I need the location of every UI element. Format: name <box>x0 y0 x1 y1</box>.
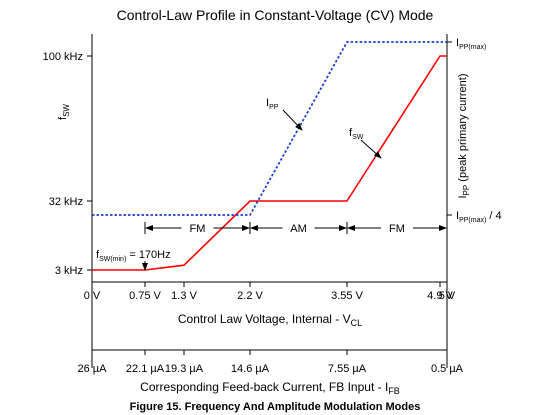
x2-tick-label: 0.5 µA <box>431 363 464 375</box>
x-axis-label: Control Law Voltage, Internal - VCL <box>178 312 362 328</box>
series-f-sw-line <box>92 55 447 271</box>
x-tick-label: 2.2 V <box>237 290 263 302</box>
y-tick-label: 3 kHz <box>55 265 83 277</box>
x-tick-label: 4.9 V <box>427 290 453 302</box>
region-label-fm-0: FM <box>190 223 206 235</box>
x-tick-label: 5 V <box>439 290 456 302</box>
fsw-callout-arrow <box>360 139 382 159</box>
figure-caption: Figure 15. Frequency And Amplitude Modul… <box>130 401 421 413</box>
y-tick-label: 100 kHz <box>43 51 83 63</box>
chart-title: Control-Law Profile in Constant-Voltage … <box>117 7 434 23</box>
y-tick-label: 32 kHz <box>49 196 83 208</box>
x-tick-label: 0.75 V <box>129 290 161 302</box>
right-axis-label: IPP (peak primary current) <box>457 74 471 199</box>
x2-axis-label: Corresponding Feed-back Current, FB Inpu… <box>140 380 400 396</box>
region-label-fm-2: FM <box>389 223 405 235</box>
y2-tick-label: IPP(max) / 4 <box>456 210 502 224</box>
x-tick-label: 0 V <box>84 290 101 302</box>
y-axis-label: fSW <box>57 104 71 120</box>
x2-tick-label: 19.3 µA <box>165 363 204 375</box>
x2-tick-label: 7.55 µA <box>328 363 367 375</box>
series-fsw-label: fSW <box>349 127 364 141</box>
x2-tick-label: 14.6 µA <box>231 363 270 375</box>
x2-tick-label: 26 µA <box>78 363 108 375</box>
y2-tick-label: IPP(max) <box>456 37 486 51</box>
x-tick-label: 1.3 V <box>171 290 197 302</box>
x2-tick-label: 22.1 µA <box>126 363 165 375</box>
series-ipp-label: IPP <box>266 97 279 111</box>
x-tick-label: 3.55 V <box>331 290 363 302</box>
fsw-min-annotation: fSW(min) = 170Hz <box>96 249 171 263</box>
ipp-callout-arrow <box>282 109 303 131</box>
region-label-am-1: AM <box>290 223 307 235</box>
